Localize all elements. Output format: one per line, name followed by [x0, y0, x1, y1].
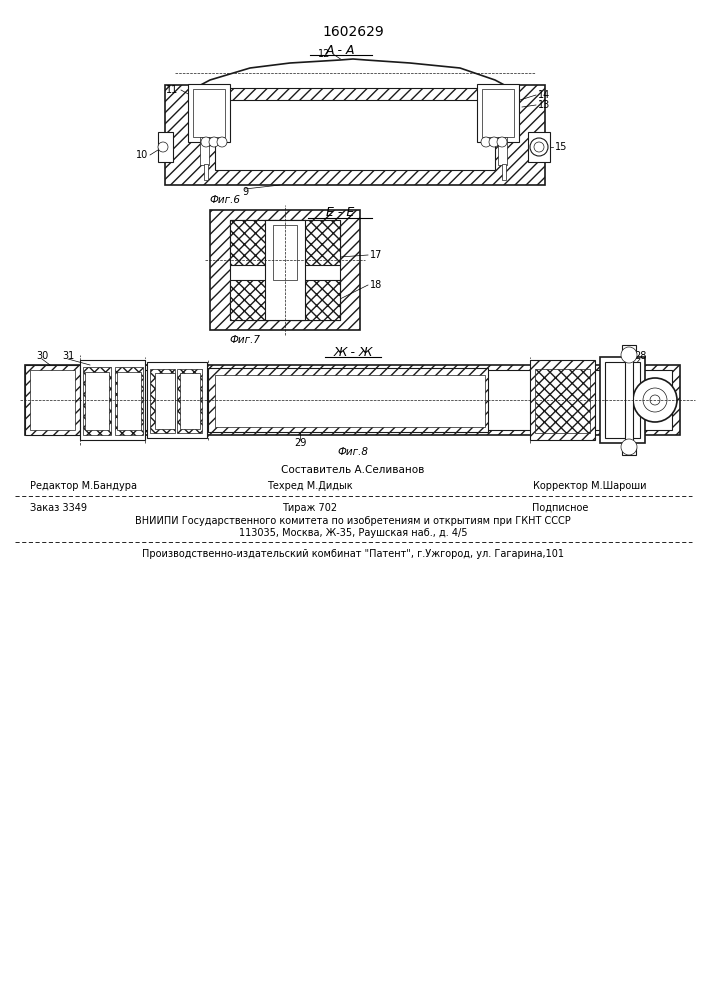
- Bar: [208, 368, 488, 432]
- Bar: [292, 280, 340, 320]
- Circle shape: [534, 142, 544, 152]
- Bar: [502, 164, 506, 180]
- Text: 13: 13: [538, 100, 550, 110]
- Text: Редактор М.Бандура: Редактор М.Бандура: [30, 481, 137, 491]
- Bar: [625, 347, 633, 453]
- Text: Техред М.Дидык: Техред М.Дидык: [267, 481, 353, 491]
- Bar: [215, 100, 495, 170]
- Bar: [622, 447, 636, 455]
- Text: Производственно-издательский комбинат "Патент", г.Ужгород, ул. Гагарина,101: Производственно-издательский комбинат "П…: [142, 549, 564, 559]
- Text: 30: 30: [36, 351, 48, 361]
- Text: 31: 31: [62, 351, 74, 361]
- Bar: [33, 370, 672, 430]
- Circle shape: [201, 137, 211, 147]
- Text: 11: 11: [165, 85, 178, 95]
- Bar: [528, 132, 550, 162]
- Bar: [25, 365, 680, 435]
- Bar: [177, 369, 202, 433]
- Bar: [215, 375, 485, 427]
- Text: 113035, Москва, Ж-35, Раушская наб., д. 4/5: 113035, Москва, Ж-35, Раушская наб., д. …: [239, 528, 467, 538]
- Circle shape: [650, 395, 660, 405]
- Bar: [210, 210, 360, 330]
- Circle shape: [633, 378, 677, 422]
- Bar: [193, 89, 225, 137]
- Bar: [117, 372, 141, 430]
- Bar: [30, 370, 75, 430]
- Text: Е - Е: Е - Е: [326, 207, 354, 220]
- Bar: [158, 132, 173, 162]
- Bar: [230, 220, 340, 320]
- Bar: [535, 369, 590, 433]
- Text: Подписное: Подписное: [532, 503, 588, 513]
- Text: Тираж 702: Тираж 702: [282, 503, 337, 513]
- Circle shape: [530, 138, 548, 156]
- Text: 10: 10: [136, 150, 148, 160]
- Bar: [265, 220, 305, 320]
- Text: Корректор М.Шароши: Корректор М.Шароши: [533, 481, 647, 491]
- Circle shape: [621, 347, 637, 363]
- Bar: [80, 360, 145, 440]
- Text: А - А: А - А: [325, 43, 355, 56]
- Bar: [147, 362, 207, 438]
- Bar: [115, 367, 143, 435]
- Bar: [83, 367, 111, 435]
- Circle shape: [481, 137, 491, 147]
- Bar: [530, 360, 595, 440]
- Text: Составитель А.Селиванов: Составитель А.Селиванов: [281, 465, 425, 475]
- Circle shape: [621, 439, 637, 455]
- Bar: [498, 137, 507, 165]
- Bar: [200, 137, 209, 165]
- Bar: [180, 373, 200, 429]
- Bar: [155, 373, 175, 429]
- Bar: [230, 280, 278, 320]
- Text: 1602629: 1602629: [322, 25, 384, 39]
- Text: Фиг.6: Фиг.6: [209, 195, 240, 205]
- Bar: [85, 372, 109, 430]
- Bar: [292, 220, 340, 265]
- Circle shape: [217, 137, 227, 147]
- Text: 9: 9: [242, 187, 248, 197]
- Bar: [230, 220, 278, 265]
- Bar: [622, 345, 636, 353]
- Text: 17: 17: [370, 250, 382, 260]
- Bar: [188, 84, 230, 142]
- Bar: [165, 85, 545, 185]
- Circle shape: [643, 388, 667, 412]
- Circle shape: [489, 137, 499, 147]
- Text: 15: 15: [555, 142, 568, 152]
- Text: ВНИИПИ Государственного комитета по изобретениям и открытиям при ГКНТ СССР: ВНИИПИ Государственного комитета по изоб…: [135, 516, 571, 526]
- Bar: [204, 164, 208, 180]
- Text: 18: 18: [370, 280, 382, 290]
- Bar: [600, 357, 645, 443]
- Circle shape: [209, 137, 219, 147]
- Text: 12: 12: [317, 49, 330, 59]
- Bar: [482, 89, 514, 137]
- Polygon shape: [195, 59, 510, 88]
- Circle shape: [158, 142, 168, 152]
- Text: Заказ 3349: Заказ 3349: [30, 503, 87, 513]
- Text: 14: 14: [538, 90, 550, 100]
- Text: 28: 28: [633, 351, 646, 361]
- Bar: [150, 369, 175, 433]
- Text: Фиг.7: Фиг.7: [230, 335, 260, 345]
- Circle shape: [497, 137, 507, 147]
- Bar: [605, 362, 640, 438]
- Text: Ж - Ж: Ж - Ж: [333, 346, 373, 359]
- Text: Фиг.8: Фиг.8: [337, 447, 368, 457]
- Bar: [273, 225, 297, 280]
- Bar: [25, 365, 80, 435]
- Text: 29: 29: [294, 438, 306, 448]
- Bar: [477, 84, 519, 142]
